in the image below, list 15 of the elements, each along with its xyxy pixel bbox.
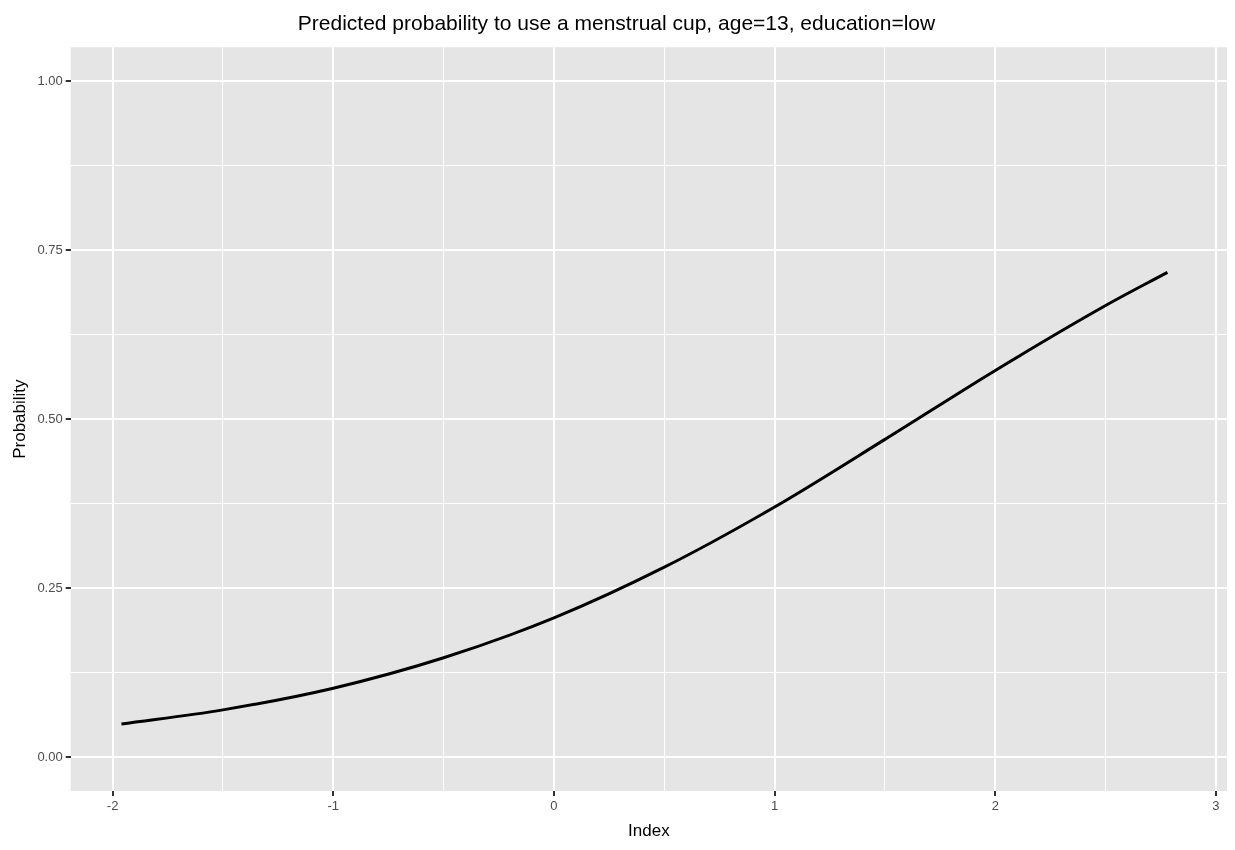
x-tick-label: -1 <box>327 798 340 814</box>
line-series <box>119 270 1169 726</box>
x-tick-label: 1 <box>771 798 779 814</box>
y-tick-label: 1.00 <box>37 72 63 88</box>
x-tick-label: -2 <box>106 798 119 814</box>
x-tick-label: 3 <box>1212 798 1220 814</box>
x-tick-label: 2 <box>991 798 999 814</box>
y-axis-title: Probability <box>9 378 29 459</box>
y-tick-label: 0.25 <box>37 579 63 595</box>
x-tick-label: 0 <box>550 798 558 814</box>
y-tick-label: 0.75 <box>37 241 63 257</box>
chart-title: Predicted probability to use a menstrual cup, age=13, education=low <box>297 11 937 35</box>
y-tick-label: 0.00 <box>37 748 63 764</box>
x-axis-title: Index <box>628 821 671 841</box>
y-tick-label: 0.50 <box>37 410 63 426</box>
